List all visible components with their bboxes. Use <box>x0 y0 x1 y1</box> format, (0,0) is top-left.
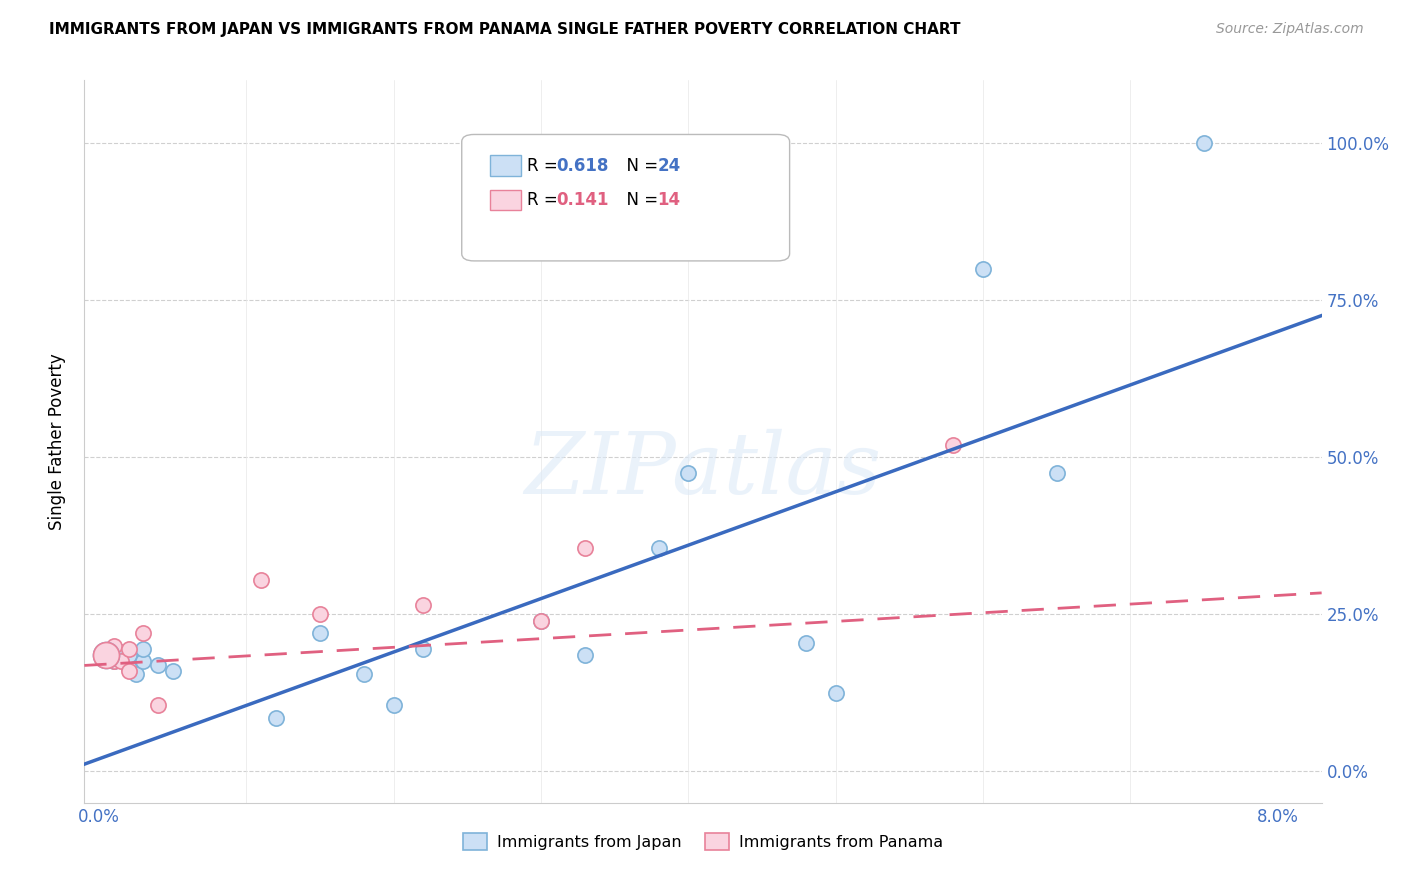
Text: 14: 14 <box>657 191 681 210</box>
Point <box>574 541 596 556</box>
Point <box>96 648 118 662</box>
Point <box>117 661 139 675</box>
Point <box>1192 136 1215 150</box>
Text: 0.141: 0.141 <box>555 191 609 210</box>
Point <box>530 614 553 628</box>
Point <box>96 648 118 662</box>
Point <box>117 664 139 678</box>
FancyBboxPatch shape <box>461 135 790 260</box>
Point <box>530 614 553 628</box>
Text: R =: R = <box>527 191 564 210</box>
Point <box>146 698 169 713</box>
Point <box>96 648 118 662</box>
Point <box>117 648 139 662</box>
Bar <box>491 155 522 176</box>
Text: IMMIGRANTS FROM JAPAN VS IMMIGRANTS FROM PANAMA SINGLE FATHER POVERTY CORRELATIO: IMMIGRANTS FROM JAPAN VS IMMIGRANTS FROM… <box>49 22 960 37</box>
Point <box>103 655 125 669</box>
Point <box>117 641 139 656</box>
Point <box>824 686 846 700</box>
Point <box>794 635 817 649</box>
Text: N =: N = <box>616 191 664 210</box>
Point <box>96 648 118 662</box>
Point <box>103 655 125 669</box>
Point <box>648 541 671 556</box>
Point <box>132 626 155 640</box>
Point <box>678 466 700 480</box>
Y-axis label: Single Father Poverty: Single Father Poverty <box>48 353 66 530</box>
Point <box>412 598 434 612</box>
Bar <box>491 190 522 211</box>
Text: ZIPatlas: ZIPatlas <box>524 429 882 512</box>
Point <box>110 645 132 659</box>
Legend: Immigrants from Japan, Immigrants from Panama: Immigrants from Japan, Immigrants from P… <box>457 827 949 856</box>
Point <box>972 261 994 276</box>
Text: Source: ZipAtlas.com: Source: ZipAtlas.com <box>1216 22 1364 37</box>
Point <box>1045 466 1067 480</box>
Point <box>353 667 375 681</box>
Text: N =: N = <box>616 156 664 175</box>
Point <box>162 664 184 678</box>
Point <box>125 667 148 681</box>
Point <box>382 698 405 713</box>
Point <box>309 626 332 640</box>
Point <box>309 607 332 622</box>
Point <box>132 641 155 656</box>
Point <box>132 655 155 669</box>
Point <box>574 648 596 662</box>
Point <box>412 641 434 656</box>
Text: R =: R = <box>527 156 564 175</box>
Point <box>942 438 965 452</box>
Point <box>264 711 287 725</box>
Point <box>103 639 125 653</box>
Text: 24: 24 <box>657 156 681 175</box>
Point <box>146 657 169 672</box>
Text: 0.618: 0.618 <box>555 156 609 175</box>
Point <box>250 573 273 587</box>
Point <box>110 655 132 669</box>
